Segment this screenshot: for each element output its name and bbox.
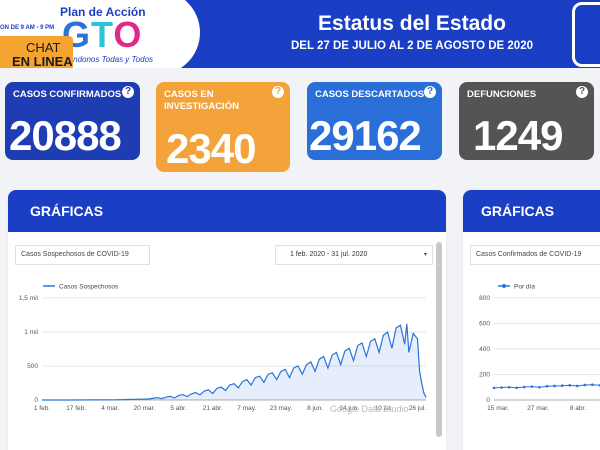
panel-title: GRÁFICAS <box>30 203 104 219</box>
logo-subtitle: ...ándonos Todas y Todos <box>62 55 154 64</box>
card-value: 1249 <box>473 112 563 159</box>
series-point <box>560 384 564 388</box>
card-deaths: DEFUNCIONES ? 1249 <box>459 82 594 160</box>
card-label: DEFUNCIONES <box>467 89 537 100</box>
series-point <box>583 383 587 387</box>
x-tick-label: 5 abr. <box>170 405 186 412</box>
legend-label: Por día <box>514 284 535 291</box>
card-discarded-cases: CASOS DESCARTADOS ? 29162 <box>307 82 442 160</box>
card-value: 2340 <box>166 125 256 172</box>
y-tick-label: 800 <box>479 295 490 302</box>
series-point <box>500 386 503 389</box>
x-tick-label: 15 mar. <box>487 405 509 412</box>
graphs-panel-suspected: GRÁFICAS <box>8 190 446 450</box>
chart-title-tag: Casos Confirmados de COVID-19 <box>470 245 600 265</box>
date-range-value: 1 feb. 2020 - 31 jul. 2020 <box>290 251 368 258</box>
x-tick-label: 24 jun. <box>339 405 359 412</box>
series-point <box>538 385 541 389</box>
help-icon[interactable]: ? <box>122 86 134 98</box>
series-point <box>568 384 572 387</box>
date-range-subtitle: DEL 27 DE JULIO AL 2 DE AGOSTO DE 2020 <box>290 40 533 52</box>
suspected-cases-chart: 0 500 1 mil 1,5 mil 1 feb. 17 feb. 4 mar. 20 ma… <box>19 284 427 414</box>
series-point <box>492 386 496 390</box>
y-tick-label: 1 mil <box>24 329 38 336</box>
chat-hours: ON DE 9 AM - 9 PM <box>0 25 55 31</box>
series-area <box>42 323 426 400</box>
series-point <box>553 384 556 388</box>
gto-logo[interactable]: GTO <box>62 14 142 56</box>
series-line <box>42 323 427 401</box>
x-tick-label: 10 jul. <box>375 405 393 412</box>
panel-header: GRÁFICAS <box>463 190 600 232</box>
card-value: 29162 <box>309 112 422 159</box>
x-tick-label: 1 feb. <box>34 405 50 412</box>
date-range-selector[interactable]: 1 feb. 2020 - 31 jul. 2020 ▾ <box>275 245 433 265</box>
x-tick-label: 8 abr. <box>570 405 586 412</box>
logo-letter-t: T <box>91 14 114 55</box>
panel-header: GRÁFICAS <box>8 190 446 232</box>
card-value: 20888 <box>9 112 122 159</box>
y-tick-label: 400 <box>479 346 490 353</box>
x-tick-label: 4 mar. <box>101 405 119 412</box>
y-tick-label: 0 <box>486 397 490 404</box>
corner-decoration <box>572 2 600 67</box>
help-icon[interactable]: ? <box>424 86 436 98</box>
x-tick-label: 27 mar. <box>527 405 549 412</box>
y-tick-label: 200 <box>479 372 490 379</box>
card-label: CASOS EN INVESTIGACIÓN <box>164 89 239 112</box>
chat-online-label: EN LINEA <box>12 54 73 68</box>
scrollbar[interactable] <box>436 242 442 437</box>
panel-title: GRÁFICAS <box>481 203 555 219</box>
card-confirmed-cases: CASOS CONFIRMADOS ? 20888 <box>5 82 140 160</box>
graphs-panel-confirmed: GRÁFICAS <box>463 190 600 450</box>
y-tick-label: 600 <box>479 321 490 328</box>
series-point <box>575 384 579 388</box>
chat-label: CHAT <box>26 40 61 55</box>
logo-tagline: Plan de Acción <box>60 5 146 19</box>
chat-online-button[interactable]: CHAT EN LINEA <box>0 36 73 68</box>
card-label: CASOS DESCARTADOS <box>315 89 425 100</box>
x-tick-label: 20 mar. <box>134 405 156 412</box>
x-tick-label: 7 may. <box>237 405 256 412</box>
series-point <box>545 384 549 388</box>
y-tick-label: 500 <box>27 363 38 370</box>
help-icon[interactable]: ? <box>576 86 588 98</box>
legend-label: Casos Sospechosos <box>59 284 119 291</box>
card-under-investigation: CASOS EN INVESTIGACIÓN ? 2340 <box>156 82 290 172</box>
help-icon[interactable]: ? <box>272 86 284 98</box>
x-tick-label: 17 feb. <box>66 405 86 412</box>
series-point <box>522 385 526 389</box>
logo-letter-o: O <box>113 14 143 55</box>
y-tick-label: 0 <box>34 397 38 404</box>
x-tick-label: 8 jun. <box>307 405 323 412</box>
x-tick-label: 21 abr. <box>203 405 223 412</box>
series-point <box>507 385 511 389</box>
chevron-down-icon: ▾ <box>423 252 427 258</box>
legend-marker <box>502 284 506 288</box>
x-tick-label: 26 jul. <box>409 405 427 412</box>
y-tick-label: 1,5 mil <box>19 295 39 302</box>
series-point <box>591 383 594 386</box>
header-banner: Plan de Acción GTO ...ándonos Todas y To… <box>0 0 600 68</box>
chart-title-tag: Casos Sospechosos de COVID-19 <box>15 245 150 265</box>
series-point <box>515 386 519 390</box>
card-label: CASOS CONFIRMADOS <box>13 89 122 100</box>
google-data-studio-watermark: Google Data Studio <box>330 404 409 414</box>
confirmed-cases-chart: 0 200 400 600 800 15 mar. 27 mar. 8 abr. Por día <box>479 284 600 412</box>
series-point <box>530 385 534 388</box>
x-tick-label: 23 may. <box>270 405 293 412</box>
page-title: Estatus del Estado <box>318 12 506 35</box>
